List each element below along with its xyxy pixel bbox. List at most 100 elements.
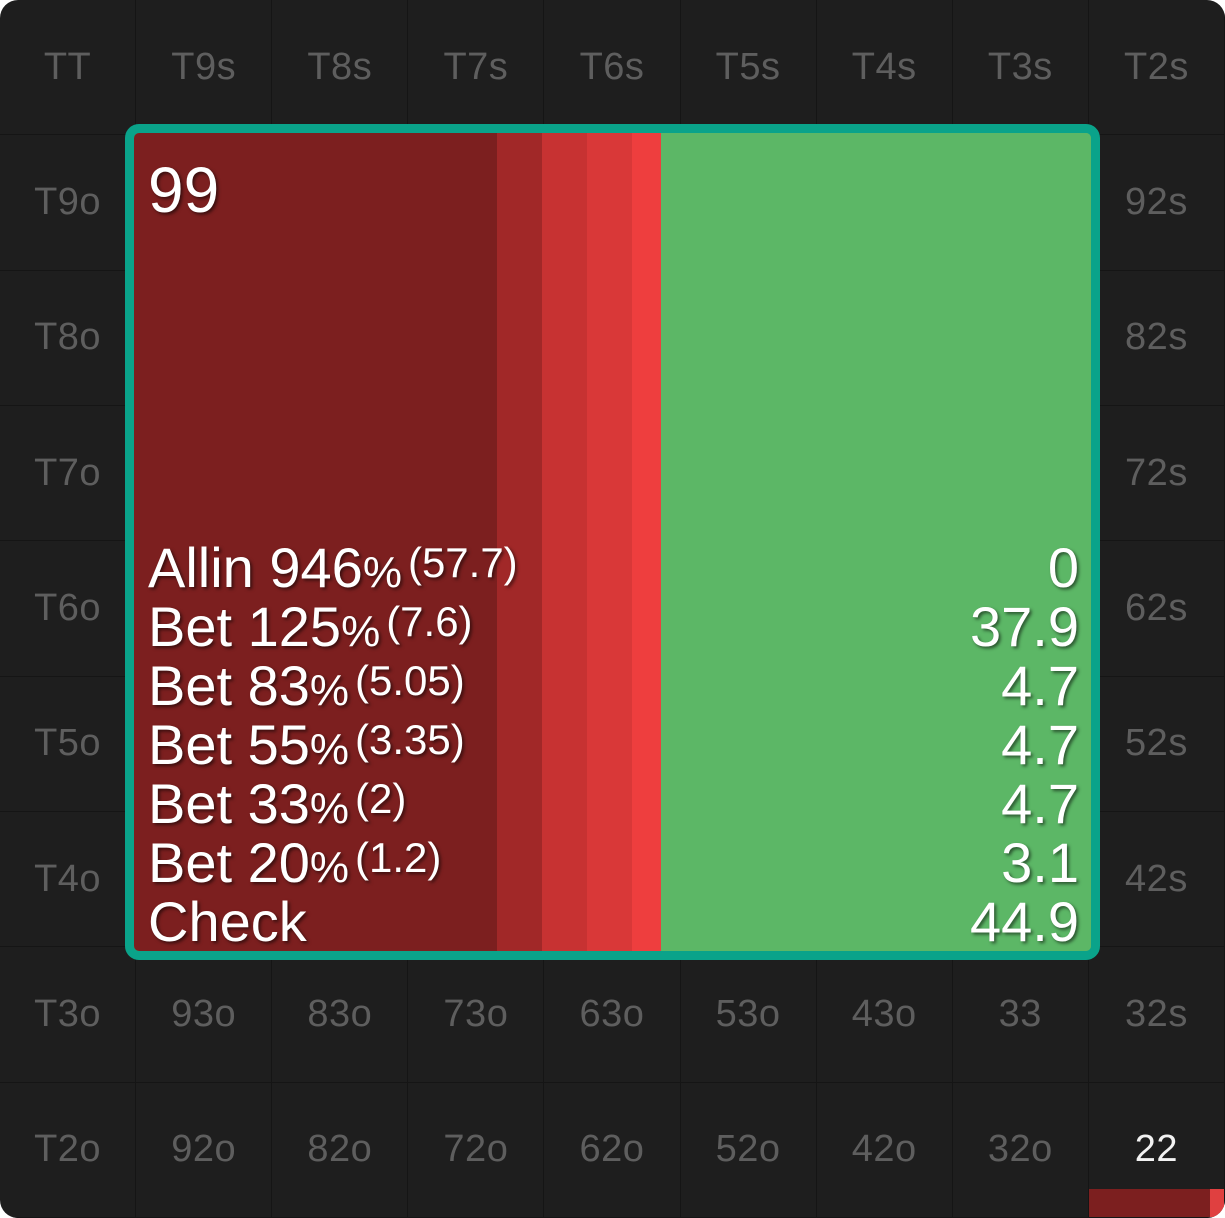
hand-cell[interactable]: T8s [272, 0, 409, 136]
hand-cell[interactable]: 53o [680, 947, 817, 1083]
hand-cell[interactable]: T3s [952, 0, 1089, 136]
hand-cell[interactable]: 52o [680, 1082, 817, 1218]
hand-cell[interactable]: 82o [272, 1082, 409, 1218]
action-bet-size: (7.6) [386, 598, 473, 645]
hand-cell[interactable]: 72s [1088, 405, 1225, 542]
hand-cell[interactable]: T9s [136, 0, 273, 136]
hand-cell[interactable]: 62o [544, 1082, 681, 1218]
hand-cell[interactable]: T7o [0, 405, 137, 542]
action-label: Check [148, 889, 307, 953]
action-frequency-value: 37.9 [970, 595, 1079, 658]
hand-cell-label: 83o [307, 992, 373, 1035]
action-bet-percent: 83% [247, 654, 350, 717]
hand-cell[interactable]: 83o [272, 947, 409, 1083]
hand-cell-label: T2o [34, 1128, 102, 1171]
hand-cell[interactable]: T3o [0, 947, 137, 1083]
percent-sign: % [309, 725, 350, 774]
hand-cell[interactable]: 32s [1088, 947, 1225, 1083]
hand-cell[interactable]: T2s [1088, 0, 1225, 136]
hand-cell[interactable]: 82s [1088, 270, 1225, 406]
action-name: Check [148, 890, 307, 953]
hand-cell-selected[interactable]: 22 [1088, 1082, 1225, 1218]
hand-cell[interactable]: 73o [408, 947, 545, 1083]
action-bet-size: (1.2) [355, 834, 442, 881]
hand-cell[interactable]: T7s [408, 0, 545, 136]
frequency-segment [1210, 1188, 1224, 1217]
hand-cell[interactable]: T4o [0, 811, 137, 948]
action-row: Allin 946% (57.7) 0 [148, 535, 1079, 599]
hand-cell[interactable]: T6s [544, 0, 681, 136]
action-bet-size: (57.7) [407, 539, 518, 586]
hand-cell[interactable]: T8o [0, 270, 137, 406]
strategy-segment [496, 133, 542, 951]
hand-cell-label: T4s [851, 45, 917, 88]
action-frequency-value: 4.7 [1001, 654, 1079, 717]
action-row: Bet 55% (3.35) 4.7 [148, 712, 1079, 776]
percent-sign: % [309, 843, 350, 892]
action-frequency-value: 4.7 [1001, 772, 1079, 835]
strategy-segment [631, 133, 662, 951]
action-name: Bet [148, 654, 233, 717]
hand-cell-label: T9o [34, 180, 102, 223]
hand-cell[interactable]: 43o [816, 947, 953, 1083]
hand-title: 99 [148, 154, 220, 226]
action-frequency-value: 3.1 [1001, 831, 1079, 894]
hand-cell-label: 72s [1125, 451, 1188, 494]
hand-cell[interactable]: 92o [136, 1082, 273, 1218]
hand-cell-label: 43o [851, 992, 917, 1035]
hand-cell[interactable]: T5s [680, 0, 817, 136]
hand-cell-label: T6s [579, 45, 645, 88]
action-bet-size: (5.05) [355, 657, 465, 704]
action-name: Bet [148, 831, 233, 894]
hand-cell[interactable]: 33 [952, 947, 1089, 1083]
hand-cell[interactable]: T2o [0, 1082, 137, 1218]
hand-cell-label: 92s [1125, 180, 1188, 223]
hand-cell[interactable]: 63o [544, 947, 681, 1083]
action-bet-size: (3.35) [355, 716, 465, 763]
hand-cell-label: T8o [34, 316, 102, 359]
action-bet-size: (2) [355, 775, 407, 822]
hand-cell-label: 53o [715, 992, 781, 1035]
action-list: Allin 946% (57.7) 0 Bet 125% (7.6) 37.9 Bet 83… [148, 535, 1079, 951]
action-row: Bet 33% (2) 4.7 [148, 771, 1079, 835]
hand-cell[interactable]: 93o [136, 947, 273, 1083]
action-label: Allin 946% (57.7) [148, 535, 518, 600]
percent-sign: % [309, 666, 350, 715]
hand-cell[interactable]: 32o [952, 1082, 1089, 1218]
hand-cell-label: T8s [307, 45, 373, 88]
hand-cell[interactable]: T6o [0, 541, 137, 677]
action-row: Bet 83% (5.05) 4.7 [148, 653, 1079, 717]
hand-cell[interactable]: 52s [1088, 676, 1225, 812]
hand-cell-label: 63o [579, 992, 645, 1035]
action-name: Bet [148, 772, 233, 835]
hand-cell[interactable]: 42o [816, 1082, 953, 1218]
hand-cell[interactable]: 92s [1088, 135, 1225, 271]
hand-cell-label: 92o [171, 1128, 237, 1171]
hand-cell-label: T6o [34, 586, 102, 629]
action-bet-percent: 33% [247, 772, 350, 835]
strategy-frequency-bar [134, 133, 1091, 951]
action-label: Bet 83% (5.05) [148, 653, 465, 718]
hand-cell[interactable]: T5o [0, 676, 137, 812]
action-row: Bet 125% (7.6) 37.9 [148, 594, 1079, 658]
action-name: Bet [148, 595, 233, 658]
action-row: Bet 20% (1.2) 3.1 [148, 830, 1079, 894]
action-bet-percent: 946% [269, 536, 402, 599]
hand-cell[interactable]: TT [0, 0, 137, 136]
hand-cell[interactable]: 72o [408, 1082, 545, 1218]
hand-cell[interactable]: T4s [816, 0, 953, 136]
action-frequency-value: 44.9 [970, 890, 1079, 953]
action-bet-percent: 55% [247, 713, 350, 776]
hand-cell[interactable]: T9o [0, 135, 137, 271]
action-bet-percent: 20% [247, 831, 350, 894]
action-label: Bet 33% (2) [148, 771, 406, 836]
hand-cell-label: 82o [307, 1128, 373, 1171]
hand-cell[interactable]: 42s [1088, 811, 1225, 948]
action-row: Check 44.9 [148, 889, 1079, 951]
hand-cell-label: T2s [1124, 45, 1189, 88]
hand-cell-label: T7s [443, 45, 509, 88]
hand-cell[interactable]: 62s [1088, 541, 1225, 677]
hand-frequency-bar [1088, 1188, 1224, 1217]
hand-cell-label: T7o [34, 451, 102, 494]
hand-cell-label: T9s [171, 45, 237, 88]
